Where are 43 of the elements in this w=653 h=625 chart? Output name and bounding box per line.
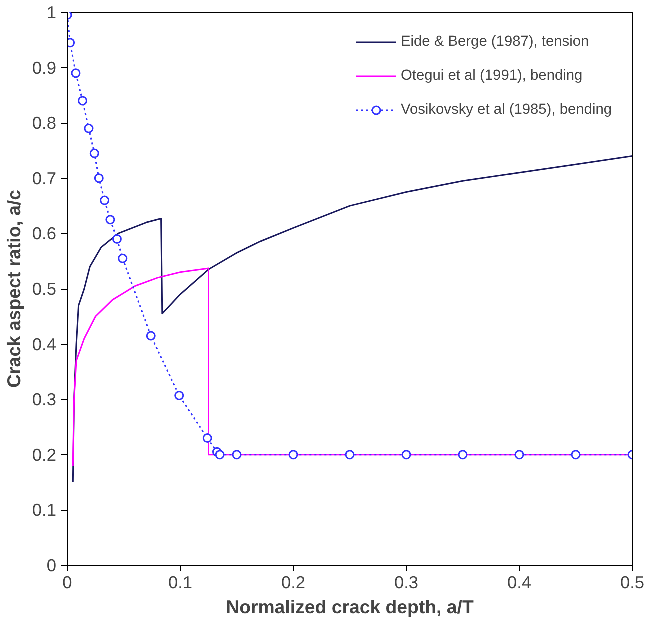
point [174,390,184,400]
point [232,450,242,460]
x-tick-label: 0.5 [620,572,645,592]
y-tick-label: 0.7 [32,168,57,188]
point [112,234,122,244]
point [458,450,468,460]
point [118,254,128,264]
legend-label: Eide & Berge (1987), tension [400,34,590,50]
point [345,450,355,460]
line-series [72,156,632,484]
point [94,174,104,184]
y-tick-label: 0.3 [32,390,57,410]
y-tick-label: 0.4 [32,334,57,354]
point [84,124,94,134]
x-axis-title: Normalized crack depth, a/T [226,596,474,618]
y-tick-label: 0.6 [32,224,57,244]
point [90,148,100,158]
point [146,331,156,341]
x-tick-label: 0 [62,572,72,592]
x-tick-label: 0.4 [507,572,532,592]
legend-label: Vosikovsky et al (1985), bending [400,102,612,118]
legend-label: Otegui et al (1991), bending [400,68,583,84]
x-tick-label: 0.1 [168,572,193,592]
point [514,450,524,460]
point [100,196,110,206]
y-tick-label: 1 [46,2,57,22]
x-tick-label: 0.3 [394,572,419,592]
y-tick-label: 0.8 [32,113,57,134]
point [215,450,225,460]
point [402,450,412,460]
y-tick-label: 0 [46,556,57,576]
point [71,68,81,78]
y-tick-label: 0.5 [32,279,57,299]
point [78,96,88,106]
point [571,450,581,460]
point [106,215,116,225]
point [202,434,212,444]
x-tick-label: 0.2 [281,572,306,592]
y-tick-label: 0.2 [32,444,57,465]
y-tick-label: 0.9 [32,58,57,78]
y-tick-label: 0.1 [32,500,57,520]
point [288,450,298,460]
y-axis-title: Crack aspect ratio, a/c [3,190,24,388]
